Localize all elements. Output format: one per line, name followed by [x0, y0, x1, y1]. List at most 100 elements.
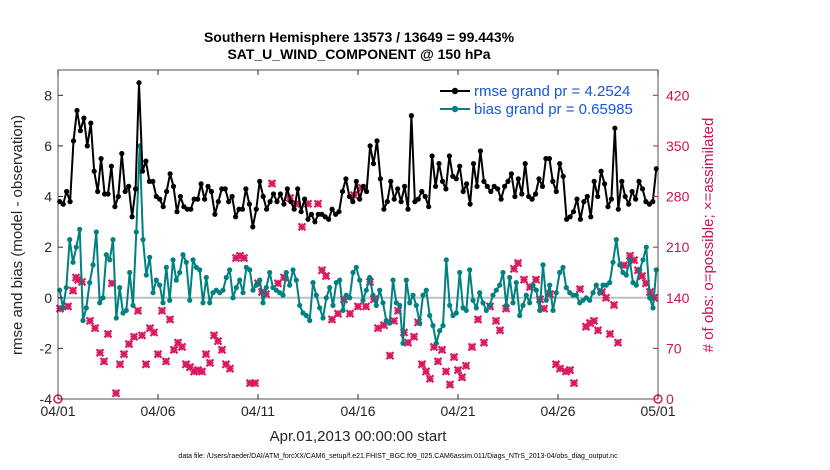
bias-point	[360, 297, 366, 303]
rmse-point	[512, 193, 518, 200]
bias-point	[533, 287, 539, 293]
rmse-point	[139, 168, 146, 174]
bias-point	[60, 305, 66, 311]
obs-assimilated-marker	[473, 315, 483, 324]
obs-assimilated-marker	[437, 345, 447, 355]
obs-assimilated-marker	[197, 367, 207, 376]
rmse-point	[81, 115, 87, 121]
bias-point	[127, 269, 133, 276]
bias-point	[367, 274, 373, 281]
obs-assimilated-marker	[129, 332, 139, 342]
bias-point	[163, 264, 169, 270]
bias-point	[573, 292, 579, 298]
rmse-point	[415, 196, 421, 202]
x-tick-label: 04/16	[340, 403, 375, 419]
obs-assimilated-marker	[421, 367, 431, 376]
obs-assimilated-marker	[569, 378, 579, 388]
rmse-point	[370, 161, 377, 167]
bias-point	[617, 262, 623, 268]
rmse-point	[274, 199, 280, 205]
obs-assimilated-marker	[385, 351, 395, 360]
rmse-point	[429, 153, 435, 159]
bias-point	[80, 317, 86, 324]
rmse-point	[188, 206, 194, 212]
bias-point	[510, 300, 516, 306]
rmse-point	[446, 153, 452, 159]
bias-point	[477, 290, 483, 296]
bias-point	[587, 297, 593, 303]
rmse-point	[277, 191, 283, 197]
rmse-point	[222, 186, 228, 192]
rmse-point	[567, 214, 573, 220]
bias-point	[513, 280, 519, 286]
bias-point	[607, 280, 613, 286]
bias-point	[290, 267, 296, 273]
bias-point	[467, 267, 473, 273]
bias-point	[140, 237, 146, 243]
rmse-point	[384, 199, 390, 205]
obs-assimilated-marker	[333, 309, 343, 318]
bias-point	[357, 277, 363, 283]
rmse-point	[95, 188, 101, 195]
bias-point	[457, 269, 463, 276]
bias-point	[593, 282, 599, 288]
rmse-point	[160, 204, 166, 210]
bias-point	[337, 277, 343, 283]
rmse-point	[122, 188, 128, 195]
rmse-point	[498, 196, 504, 202]
rmse-point	[602, 181, 608, 187]
rmse-point	[391, 196, 397, 202]
bias-point	[257, 277, 263, 283]
bias-point	[87, 280, 93, 286]
rmse-point	[164, 188, 170, 195]
bias-point	[327, 285, 333, 291]
chart-title: Southern Hemisphere 13573 / 13649 = 99.4…	[204, 29, 515, 45]
obs-assimilated-marker	[353, 302, 363, 311]
x-tick-label: 04/06	[140, 403, 175, 419]
rmse-point	[529, 196, 535, 202]
y2-tick-label: 0	[666, 391, 674, 407]
obs-assimilated-marker	[513, 258, 523, 268]
rmse-point	[405, 206, 411, 212]
rmse-point	[91, 168, 97, 174]
rmse-point	[453, 176, 459, 182]
rmse-point	[105, 191, 111, 197]
rmse-point	[584, 193, 590, 200]
rmse-point	[74, 107, 80, 114]
bias-point	[263, 285, 269, 291]
bias-point	[227, 267, 233, 273]
rmse-point	[502, 183, 508, 189]
obs-assimilated-marker	[149, 328, 159, 337]
rmse-point	[233, 214, 239, 220]
bias-point	[97, 300, 103, 306]
y2-tick-label: 420	[666, 87, 690, 103]
bias-point	[143, 272, 149, 278]
rmse-point	[536, 176, 542, 182]
rmse-point	[329, 206, 335, 212]
obs-assimilated-marker	[457, 373, 467, 382]
rmse-point	[302, 196, 308, 202]
bias-point	[323, 295, 329, 301]
bias-point	[70, 259, 76, 265]
bias-series	[57, 143, 659, 346]
legend-bias-label: bias grand pr = 0.65985	[474, 101, 633, 118]
rmse-point	[477, 148, 483, 154]
rmse-point	[377, 176, 383, 182]
bias-point	[373, 302, 379, 308]
y-tick-label: 4	[44, 189, 52, 205]
bias-point	[553, 290, 559, 296]
bias-point	[407, 300, 413, 306]
rmse-point	[484, 183, 490, 189]
y-axis-label: rmse and bias (model - observation)	[9, 115, 26, 355]
bias-point	[440, 323, 446, 329]
y2-tick-label: 280	[666, 189, 690, 205]
obs-assimilated-marker	[575, 284, 585, 294]
y2-tick-label: 140	[666, 290, 690, 306]
rmse-point	[295, 186, 301, 192]
obs-assimilated-marker	[433, 357, 443, 366]
bias-point	[260, 300, 266, 306]
rmse-point	[629, 188, 635, 195]
y-tick-label: -4	[40, 391, 53, 407]
obs-assimilated-marker	[217, 345, 227, 355]
